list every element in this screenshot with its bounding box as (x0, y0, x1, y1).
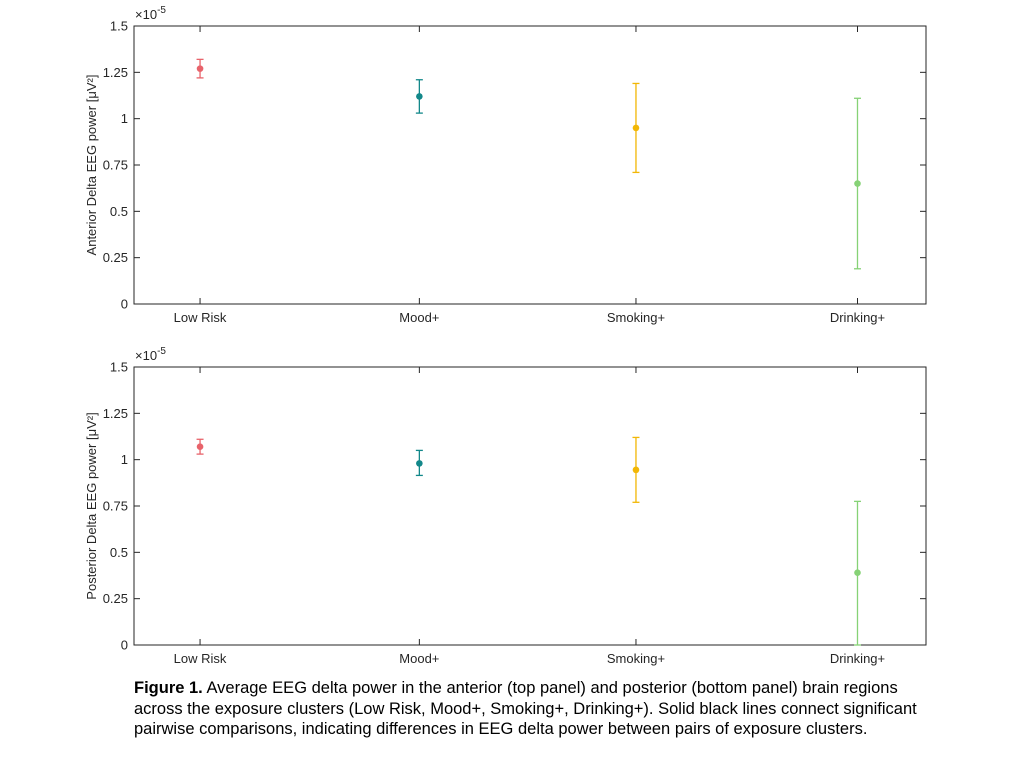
panel-bottom-axes-box (133, 366, 927, 646)
panel-top-ytick-label: 0.5 (110, 204, 128, 219)
panel-top-xtick-label: Drinking+ (830, 310, 885, 325)
panel-top-ytick-label: 1.25 (103, 65, 128, 80)
panel-top-xtick-label: Mood+ (399, 310, 439, 325)
figure-caption: Figure 1. Average EEG delta power in the… (134, 678, 934, 740)
caption-label: Figure 1. (134, 679, 203, 697)
panel-bottom-exponent-label: ×10-5 (135, 346, 166, 363)
panel-bottom-point-smoking-plus (632, 466, 640, 474)
panel-bottom-ytick-label: 0.5 (110, 545, 128, 560)
panel-top-errorbar-mood-plus (415, 79, 423, 114)
panel-bottom-ytick-label: 0 (121, 638, 128, 653)
panel-bottom-xtick-label: Low Risk (174, 651, 227, 666)
panel-top-point-low-risk (196, 65, 204, 72)
panel-top-ytick-label: 0.25 (103, 250, 128, 265)
panel-top-chart: 0 0.25 0.5 0.75 1 1.25 1.5 Low Risk Mood+ Smoking… (84, 5, 927, 325)
panel-top-axes-box (133, 25, 927, 305)
panel-top-ytick-label: 0 (121, 297, 128, 312)
panel-bottom-errorbar-low-risk (196, 438, 204, 455)
panel-bottom-ytick-label: 1.25 (103, 406, 128, 421)
panel-top-errorbar-smoking-plus (632, 82, 640, 174)
panel-bottom-ytick-label: 0.25 (103, 591, 128, 606)
panel-bottom-y-axis-label: Posterior Delta EEG power [μV²] (84, 412, 99, 599)
panel-top-errorbar-drinking-plus (853, 97, 861, 270)
panel-bottom-ytick-label: 1 (121, 452, 128, 467)
panel-bottom-ytick-label: 1.5 (110, 360, 128, 375)
panel-top-ytick-label: 1 (121, 111, 128, 126)
figure: 0 0.25 0.5 0.75 1 1.25 1.5 Low Risk Mood+ Smoking… (84, 5, 927, 666)
panel-top-point-mood-plus (416, 93, 423, 100)
panel-top-xtick-label: Low Risk (174, 310, 227, 325)
panel-bottom-errorbar-drinking-plus (853, 500, 861, 646)
panel-top-exponent-label: ×10-5 (135, 5, 166, 22)
caption-text: Average EEG delta power in the anterior … (134, 679, 917, 738)
panel-top-ytick-label: 1.5 (110, 19, 128, 34)
panel-top-errorbar-low-risk (196, 58, 204, 79)
panel-bottom-ytick-label: 0.75 (103, 499, 128, 514)
panel-bottom-errorbar-mood-plus (415, 449, 423, 477)
panel-bottom-xtick-label: Drinking+ (830, 651, 885, 666)
panel-top-ytick-label: 0.75 (103, 158, 128, 173)
panel-bottom-point-drinking-plus (854, 569, 861, 577)
panel-bottom-point-low-risk (196, 443, 204, 450)
panel-top-xtick-label: Smoking+ (607, 310, 665, 325)
panel-top-y-axis-label: Anterior Delta EEG power [μV²] (84, 75, 99, 256)
panel-top-point-drinking-plus (854, 180, 861, 187)
panel-bottom-xtick-label: Mood+ (399, 651, 439, 666)
panel-bottom-xtick-label: Smoking+ (607, 651, 665, 666)
panel-bottom-chart: 0 0.25 0.5 0.75 1 1.25 1.5 Low Risk Mood+ Smoking… (84, 346, 927, 666)
panel-bottom-errorbar-smoking-plus (632, 436, 640, 503)
panel-bottom-point-mood-plus (416, 460, 423, 467)
panel-top-point-smoking-plus (632, 124, 640, 132)
